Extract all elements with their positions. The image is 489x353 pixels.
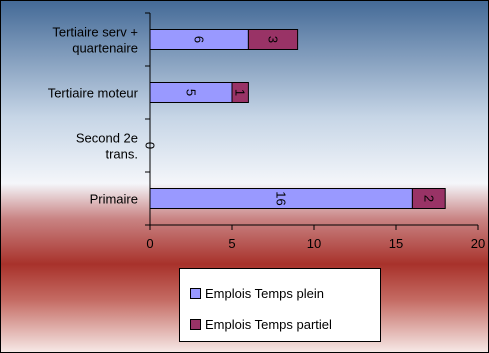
legend-label-temps-partiel: Emplois Temps partiel: [205, 317, 332, 332]
data-label-0-2: 0: [143, 142, 158, 149]
data-label-1-0: 3: [266, 36, 281, 43]
data-label-1-3: 2: [421, 195, 436, 202]
category-label-1-line-0: Tertiaire moteur: [48, 86, 139, 101]
legend-swatch-temps-partiel: [190, 319, 201, 330]
bar-1-0: [247, 29, 299, 50]
data-label-0-3: 16: [274, 191, 289, 205]
data-label-1-1: 1: [233, 89, 248, 96]
bar-1-3: [411, 188, 446, 209]
x-tick-label-0: 0: [146, 236, 153, 251]
legend-label-temps-plein: Emplois Temps plein: [205, 286, 324, 301]
x-tick-label-20: 20: [471, 236, 485, 251]
legend-item-temps-plein: Emplois Temps plein: [190, 286, 324, 301]
legend: Emplois Temps plein Emplois Temps partie…: [179, 268, 381, 342]
category-label-2-line-0: Second 2e: [76, 131, 138, 146]
data-label-0-1: 5: [184, 89, 199, 96]
category-label-0-line-0: Tertiaire serv +: [52, 25, 138, 40]
x-tick-label-15: 15: [389, 236, 403, 251]
x-tick-label-10: 10: [307, 236, 321, 251]
category-label-0-line-1: quartenaire: [72, 41, 138, 56]
legend-item-temps-partiel: Emplois Temps partiel: [190, 317, 332, 332]
category-label-2-line-1: trans.: [105, 147, 138, 162]
bar-1-1: [231, 82, 249, 103]
data-label-0-0: 6: [192, 36, 207, 43]
legend-swatch-temps-plein: [190, 288, 201, 299]
x-tick-label-5: 5: [228, 236, 235, 251]
category-label-3-line-0: Primaire: [90, 192, 138, 207]
